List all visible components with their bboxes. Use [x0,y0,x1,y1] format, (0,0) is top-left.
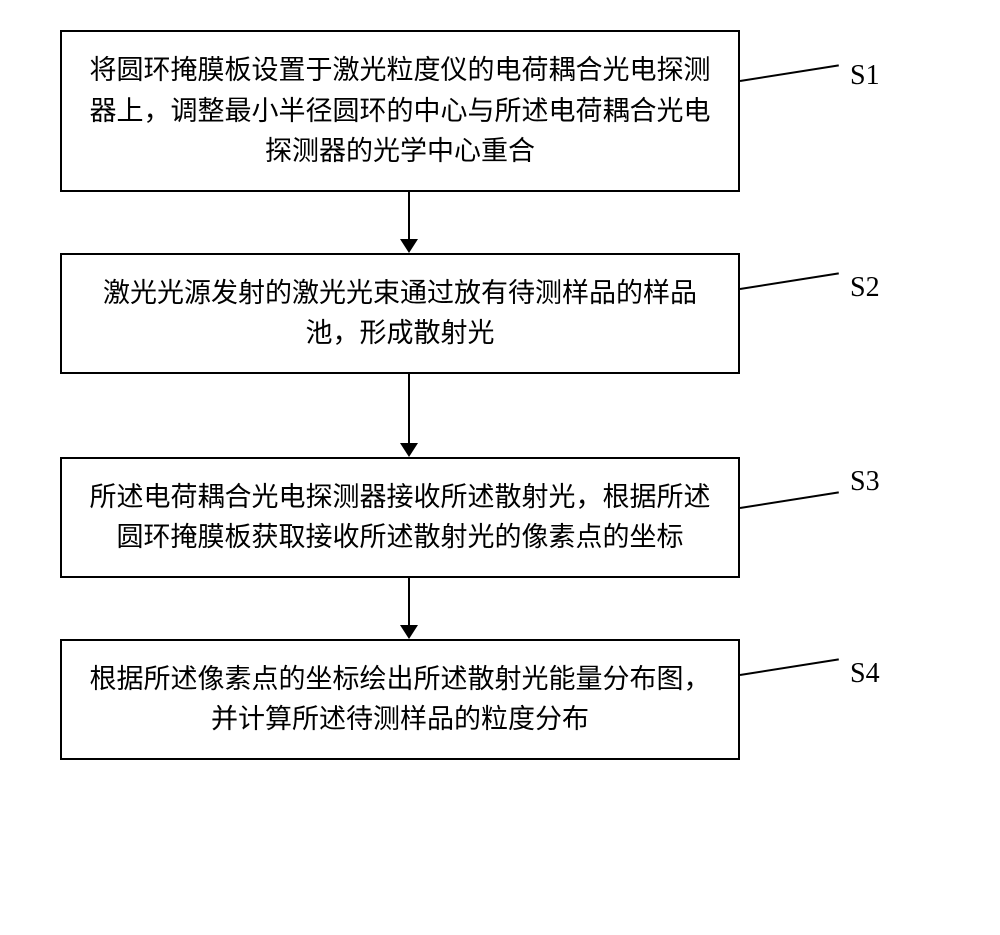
step-2-label: S2 [850,272,880,304]
flowchart-container: 将圆环掩膜板设置于激光粒度仪的电荷耦合光电探测器上，调整最小半径圆环的中心与所述… [60,30,940,760]
step-3-connector [740,491,839,509]
arrow-3 [400,578,418,639]
step-2-connector [740,272,839,290]
step-4-text: 根据所述像素点的坐标绘出所述散射光能量分布图，并计算所述待测样品的粒度分布 [90,664,711,735]
step-4-box: 根据所述像素点的坐标绘出所述散射光能量分布图，并计算所述待测样品的粒度分布 [60,639,740,760]
arrow-2 [400,374,418,457]
step-3-text: 所述电荷耦合光电探测器接收所述散射光，根据所述圆环掩膜板获取接收所述散射光的像素… [90,482,711,553]
step-3-container: 所述电荷耦合光电探测器接收所述散射光，根据所述圆环掩膜板获取接收所述散射光的像素… [60,457,940,578]
step-1-label: S1 [850,60,880,92]
step-2-container: 激光光源发射的激光光束通过放有待测样品的样品池，形成散射光 S2 [60,253,940,374]
step-1-text: 将圆环掩膜板设置于激光粒度仪的电荷耦合光电探测器上，调整最小半径圆环的中心与所述… [90,55,711,166]
arrow-1-head [400,239,418,253]
arrow-3-line [408,578,410,626]
step-1-box: 将圆环掩膜板设置于激光粒度仪的电荷耦合光电探测器上，调整最小半径圆环的中心与所述… [60,30,740,192]
step-4-connector [740,658,839,676]
step-3-label: S3 [850,466,880,498]
arrow-3-head [400,625,418,639]
step-2-text: 激光光源发射的激光光束通过放有待测样品的样品池，形成散射光 [103,278,697,349]
arrow-2-line [408,374,410,444]
arrow-1 [400,192,418,253]
arrow-2-head [400,443,418,457]
step-1-container: 将圆环掩膜板设置于激光粒度仪的电荷耦合光电探测器上，调整最小半径圆环的中心与所述… [60,30,940,192]
step-2-box: 激光光源发射的激光光束通过放有待测样品的样品池，形成散射光 [60,253,740,374]
step-3-box: 所述电荷耦合光电探测器接收所述散射光，根据所述圆环掩膜板获取接收所述散射光的像素… [60,457,740,578]
step-1-connector [740,64,839,82]
step-4-label: S4 [850,658,880,690]
arrow-1-line [408,192,410,240]
step-4-container: 根据所述像素点的坐标绘出所述散射光能量分布图，并计算所述待测样品的粒度分布 S4 [60,639,940,760]
